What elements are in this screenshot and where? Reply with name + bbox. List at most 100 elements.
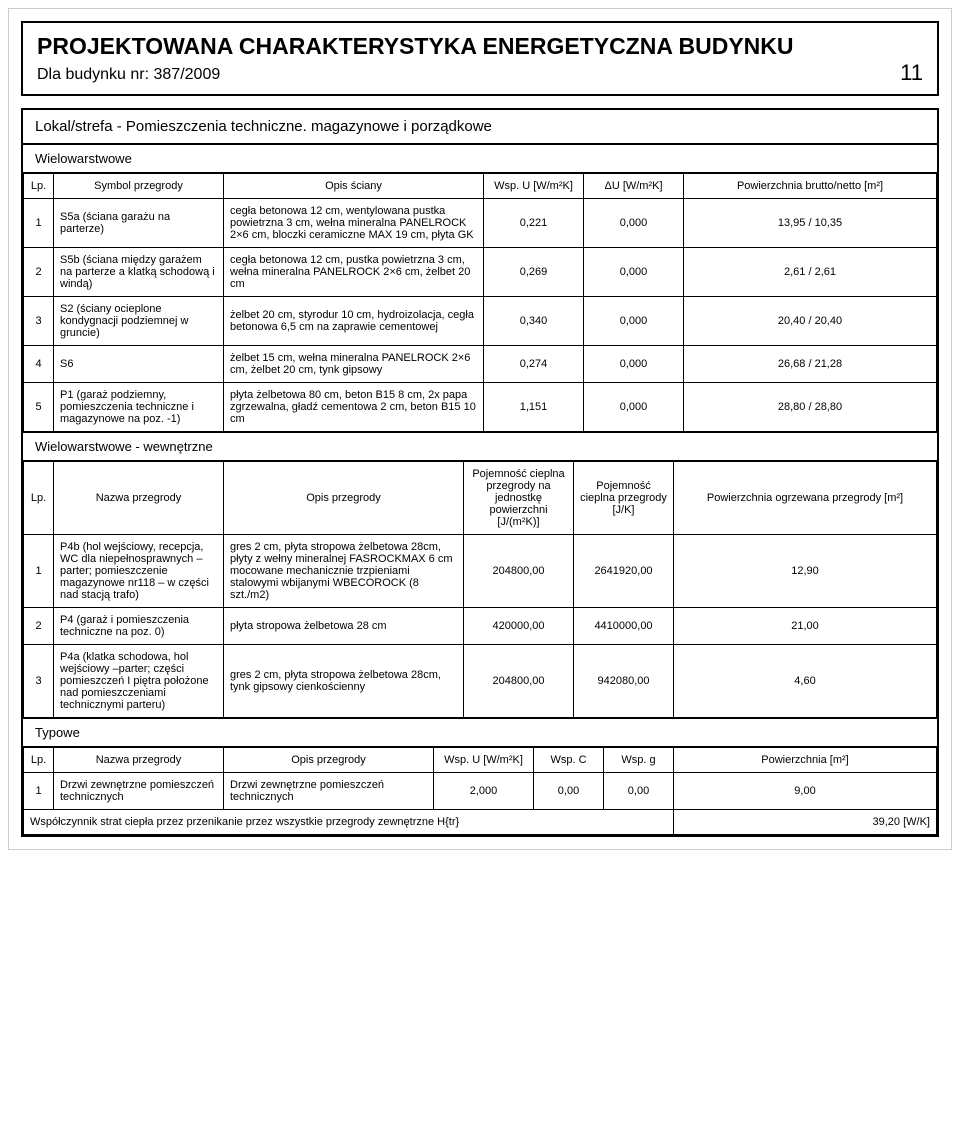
col-lp: Lp. <box>24 174 54 199</box>
cell-du: 0,000 <box>584 346 684 383</box>
cell-lp: 2 <box>24 248 54 297</box>
col-area: Powierzchnia brutto/netto [m²] <box>684 174 937 199</box>
cell-poj: 4410000,00 <box>574 608 674 645</box>
cell-opis: płyta stropowa żelbetowa 28 cm <box>224 608 464 645</box>
cell-wsp: 1,151 <box>484 383 584 432</box>
col-name: Nazwa przegrody <box>54 748 224 773</box>
table-row: 1 P4b (hol wejściowy, recepcja, WC dla n… <box>24 535 937 608</box>
cell-wsp: 0,274 <box>484 346 584 383</box>
cell-poj-unit: 420000,00 <box>464 608 574 645</box>
cell-opis: gres 2 cm, płyta stropowa żelbetowa 28cm… <box>224 645 464 718</box>
col-wsp: Wsp. U [W/m²K] <box>484 174 584 199</box>
table-row: 1 S5a (ściana garażu na parterze) cegła … <box>24 199 937 248</box>
cell-poj: 942080,00 <box>574 645 674 718</box>
cell-name: Drzwi zewnętrzne pomieszczeń technicznyc… <box>54 773 224 810</box>
col-poj-unit: Pojemność cieplna przegrody na jednostkę… <box>464 462 574 535</box>
cell-area: 26,68 / 21,28 <box>684 346 937 383</box>
cell-lp: 3 <box>24 297 54 346</box>
table-row: 4 S6 żelbet 15 cm, wełna mineralna PANEL… <box>24 346 937 383</box>
table-header-row: Lp. Symbol przegrody Opis ściany Wsp. U … <box>24 174 937 199</box>
cell-opis: gres 2 cm, płyta stropowa żelbetowa 28cm… <box>224 535 464 608</box>
group1-title: Wielowarstwowe <box>23 145 937 173</box>
cell-area: 20,40 / 20,40 <box>684 297 937 346</box>
table-row: 2 P4 (garaż i pomieszczenia techniczne n… <box>24 608 937 645</box>
cell-opis: cegła betonowa 12 cm, wentylowana pustka… <box>224 199 484 248</box>
col-wspg: Wsp. g <box>604 748 674 773</box>
col-lp: Lp. <box>24 748 54 773</box>
cell-lp: 1 <box>24 535 54 608</box>
main-section: Lokal/strefa - Pomieszczenia techniczne.… <box>21 108 939 837</box>
table-row: 5 P1 (garaż podziemny, pomieszczenia tec… <box>24 383 937 432</box>
cell-du: 0,000 <box>584 248 684 297</box>
col-du: ΔU [W/m²K] <box>584 174 684 199</box>
cell-wsp: 0,269 <box>484 248 584 297</box>
cell-lp: 5 <box>24 383 54 432</box>
cell-wsp: 0,340 <box>484 297 584 346</box>
cell-opis: żelbet 20 cm, styrodur 10 cm, hydroizola… <box>224 297 484 346</box>
cell-area: 13,95 / 10,35 <box>684 199 937 248</box>
table-row: 3 P4a (klatka schodowa, hol wejściowy –p… <box>24 645 937 718</box>
table-row: 2 S5b (ściana między garażem na parterze… <box>24 248 937 297</box>
table-row: 1 Drzwi zewnętrzne pomieszczeń techniczn… <box>24 773 937 810</box>
cell-symbol: S6 <box>54 346 224 383</box>
cell-area: 21,00 <box>674 608 937 645</box>
footer-label: Współczynnik strat ciepła przez przenika… <box>24 810 674 835</box>
cell-opis: żelbet 15 cm, wełna mineralna PANELROCK … <box>224 346 484 383</box>
cell-wspU: 2,000 <box>434 773 534 810</box>
cell-wsp: 0,221 <box>484 199 584 248</box>
col-name: Nazwa przegrody <box>54 462 224 535</box>
col-area: Powierzchnia ogrzewana przegrody [m²] <box>674 462 937 535</box>
col-wspU: Wsp. U [W/m²K] <box>434 748 534 773</box>
cell-area: 28,80 / 28,80 <box>684 383 937 432</box>
cell-lp: 3 <box>24 645 54 718</box>
cell-du: 0,000 <box>584 199 684 248</box>
cell-lp: 1 <box>24 199 54 248</box>
document-header: PROJEKTOWANA CHARAKTERYSTYKA ENERGETYCZN… <box>21 21 939 96</box>
table-header-row: Lp. Nazwa przegrody Opis przegrody Pojem… <box>24 462 937 535</box>
cell-poj-unit: 204800,00 <box>464 645 574 718</box>
cell-area: 12,90 <box>674 535 937 608</box>
cell-wspC: 0,00 <box>534 773 604 810</box>
page-number: 11 <box>900 60 923 86</box>
cell-name: P4a (klatka schodowa, hol wejściowy –par… <box>54 645 224 718</box>
cell-poj: 2641920,00 <box>574 535 674 608</box>
cell-symbol: S5a (ściana garażu na parterze) <box>54 199 224 248</box>
col-opis: Opis przegrody <box>224 462 464 535</box>
col-area: Powierzchnia [m²] <box>674 748 937 773</box>
col-opis: Opis przegrody <box>224 748 434 773</box>
cell-symbol: S5b (ściana między garażem na parterze a… <box>54 248 224 297</box>
table-header-row: Lp. Nazwa przegrody Opis przegrody Wsp. … <box>24 748 937 773</box>
cell-symbol: P1 (garaż podziemny, pomieszczenia techn… <box>54 383 224 432</box>
col-wspC: Wsp. C <box>534 748 604 773</box>
cell-symbol: S2 (ściany ocieplone kondygnacji podziem… <box>54 297 224 346</box>
cell-opis: Drzwi zewnętrzne pomieszczeń technicznyc… <box>224 773 434 810</box>
cell-opis: cegła betonowa 12 cm, pustka powietrzna … <box>224 248 484 297</box>
cell-lp: 2 <box>24 608 54 645</box>
group3-title: Typowe <box>23 718 937 747</box>
footer-value: 39,20 [W/K] <box>674 810 937 835</box>
cell-lp: 4 <box>24 346 54 383</box>
cell-du: 0,000 <box>584 297 684 346</box>
page: PROJEKTOWANA CHARAKTERYSTYKA ENERGETYCZN… <box>8 8 952 850</box>
cell-area: 9,00 <box>674 773 937 810</box>
cell-area: 4,60 <box>674 645 937 718</box>
section-title: Lokal/strefa - Pomieszczenia techniczne.… <box>23 110 937 145</box>
cell-poj-unit: 204800,00 <box>464 535 574 608</box>
cell-name: P4 (garaż i pomieszczenia techniczne na … <box>54 608 224 645</box>
col-poj: Pojemność cieplna przegrody [J/K] <box>574 462 674 535</box>
col-lp: Lp. <box>24 462 54 535</box>
cell-opis: płyta żelbetowa 80 cm, beton B15 8 cm, 2… <box>224 383 484 432</box>
document-title: PROJEKTOWANA CHARAKTERYSTYKA ENERGETYCZN… <box>37 33 923 60</box>
table-row: 3 S2 (ściany ocieplone kondygnacji podzi… <box>24 297 937 346</box>
footer-row: Współczynnik strat ciepła przez przenika… <box>24 810 937 835</box>
cell-area: 2,61 / 2,61 <box>684 248 937 297</box>
col-symbol: Symbol przegrody <box>54 174 224 199</box>
group3-table: Lp. Nazwa przegrody Opis przegrody Wsp. … <box>23 747 937 835</box>
cell-lp: 1 <box>24 773 54 810</box>
document-subtitle: Dla budynku nr: 387/2009 <box>37 66 923 84</box>
cell-wspg: 0,00 <box>604 773 674 810</box>
col-opis: Opis ściany <box>224 174 484 199</box>
group1-table: Lp. Symbol przegrody Opis ściany Wsp. U … <box>23 173 937 432</box>
group2-title: Wielowarstwowe - wewnętrzne <box>23 432 937 461</box>
group2-table: Lp. Nazwa przegrody Opis przegrody Pojem… <box>23 461 937 718</box>
